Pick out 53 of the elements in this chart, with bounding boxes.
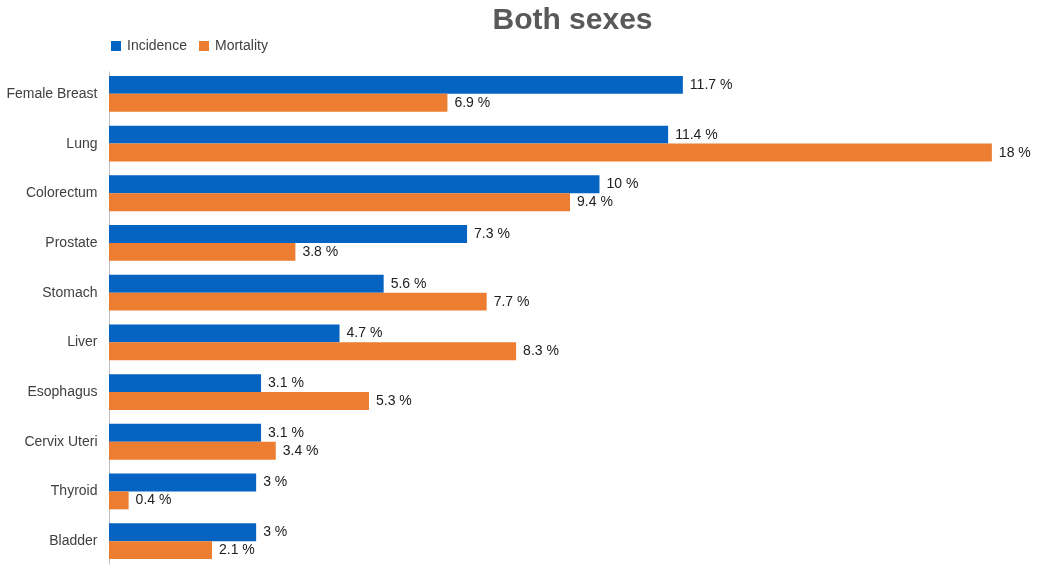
bar: [109, 175, 600, 194]
data-label: 3 %: [263, 473, 288, 490]
bar: [109, 242, 296, 261]
bar: [109, 143, 992, 162]
y-tick-label: Female Breast: [6, 84, 98, 101]
bar: [109, 292, 487, 311]
bar: [109, 491, 129, 510]
y-tick-label: Esophagus: [27, 383, 98, 400]
bar: [109, 125, 669, 144]
bar: [109, 225, 468, 243]
data-label: 4.7 %: [346, 324, 383, 341]
data-label: 6.9 %: [454, 93, 491, 110]
chart-title: Both sexes: [492, 2, 653, 35]
data-label: 8.3 %: [523, 342, 559, 359]
data-label: 5.6 %: [390, 274, 427, 291]
data-label: 11.7 %: [689, 75, 733, 92]
y-tick-label: Colorectum: [25, 184, 98, 201]
bar: [109, 324, 340, 343]
bar: [109, 423, 262, 442]
data-label: 9.4 %: [577, 193, 613, 210]
y-tick-label: Stomach: [42, 283, 98, 300]
legend-label: Mortality: [215, 37, 268, 53]
data-label: 3.1 %: [268, 374, 304, 391]
data-label: 3 %: [263, 523, 288, 540]
data-label: 3.1 %: [268, 423, 304, 440]
bar: [109, 473, 257, 492]
bar: [109, 93, 448, 112]
bar: [109, 274, 384, 293]
data-label: 3.8 %: [302, 242, 339, 259]
data-label: 5.3 %: [375, 391, 412, 408]
y-tick-label: Liver: [67, 333, 98, 350]
bar: [109, 523, 257, 542]
y-tick-label: Bladder: [49, 532, 98, 549]
data-label: 11.4 %: [675, 125, 718, 142]
data-label: 7.7 %: [493, 292, 530, 309]
y-tick-label: Prostate: [45, 233, 98, 250]
data-label: 18 %: [998, 143, 1031, 160]
bar: [109, 541, 212, 560]
data-label: 2.1 %: [219, 541, 255, 558]
data-label: 10 %: [606, 175, 639, 192]
data-label: 0.4 %: [135, 491, 172, 508]
y-tick-label: Thyroid: [50, 482, 98, 499]
bar: [109, 193, 571, 212]
y-tick-label: Cervix Uteri: [24, 432, 98, 449]
bar: [109, 441, 276, 460]
bar: [109, 374, 262, 393]
bar: [109, 392, 369, 410]
bar: [109, 342, 517, 361]
bar: [109, 75, 683, 94]
y-tick-label: Lung: [66, 134, 98, 151]
data-label: 7.3 %: [474, 225, 510, 242]
legend-label: Incidence: [127, 37, 188, 53]
data-label: 3.4 %: [282, 441, 319, 458]
